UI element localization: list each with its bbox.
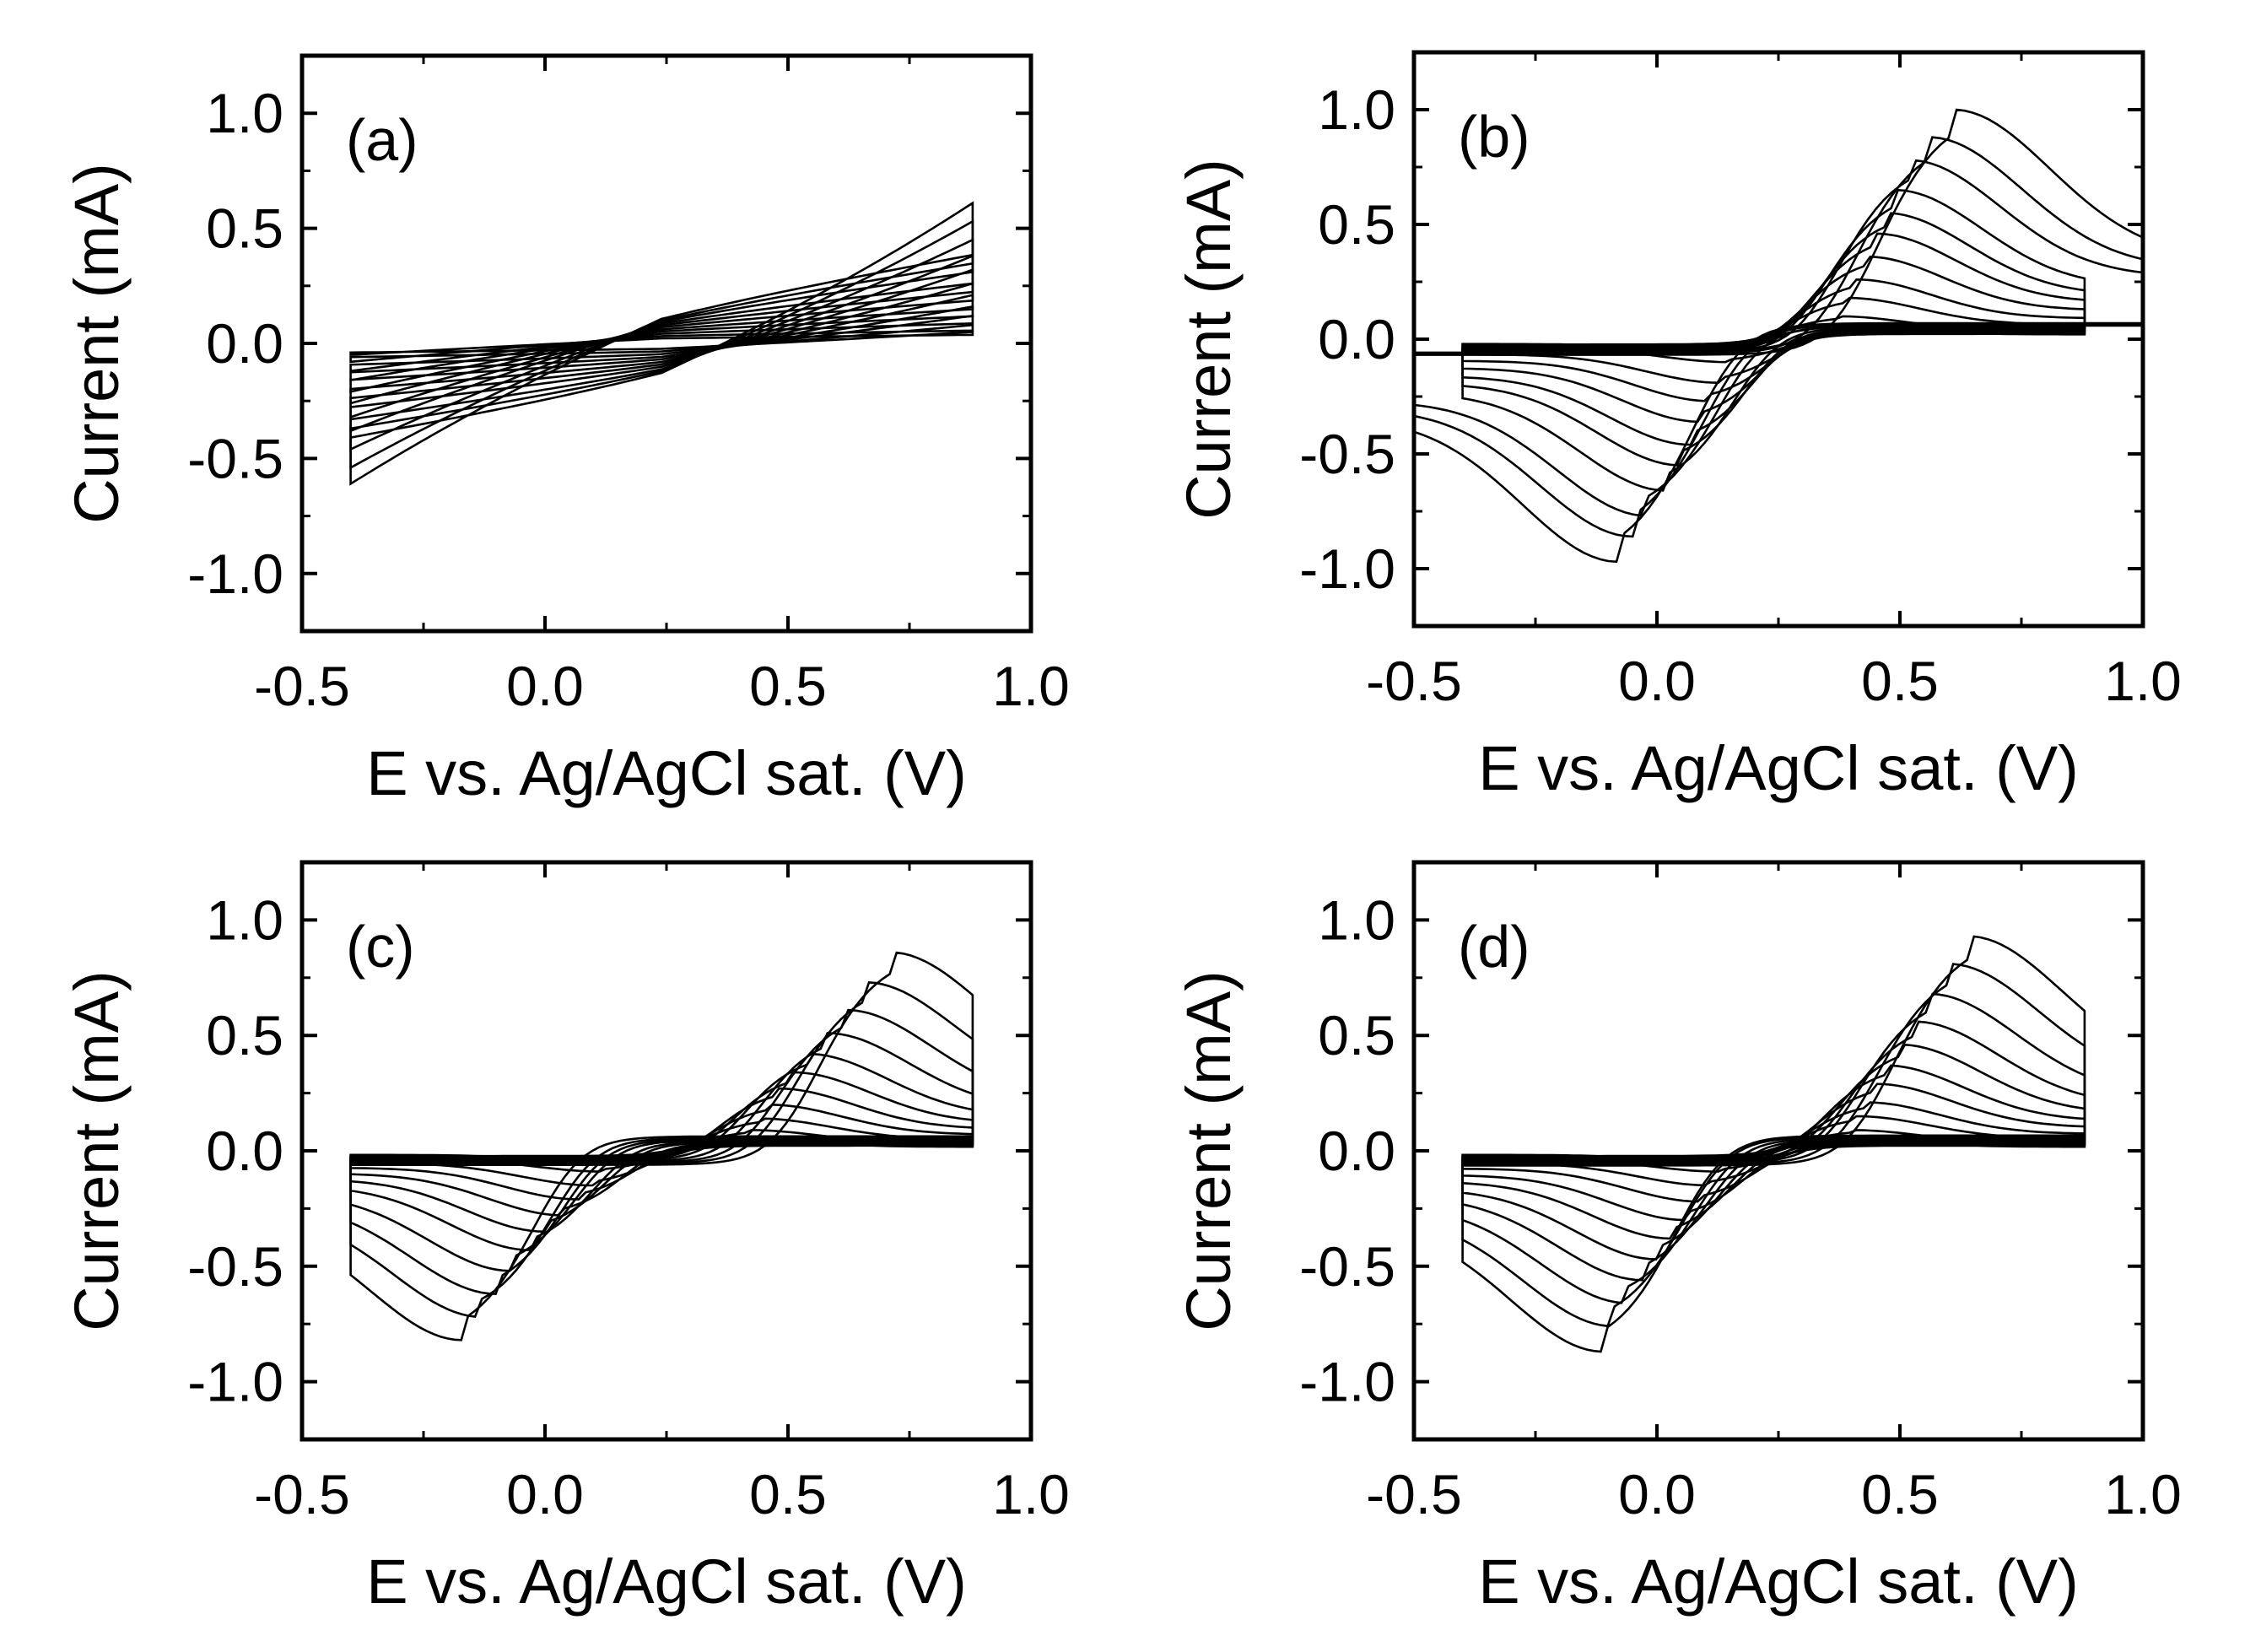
panel-d-x-tick-label: 1.0 xyxy=(2104,1463,2182,1525)
panel-a-x-tick-label: 0.5 xyxy=(749,655,827,717)
panel-b-series-11 xyxy=(1414,108,2143,564)
panel-c-label: (c) xyxy=(346,914,415,980)
panel-d-y-tick-label: -0.5 xyxy=(1299,1235,1395,1298)
panel-a-y-tick-label: 1.0 xyxy=(206,82,283,144)
panel-a-series-9 xyxy=(349,238,974,451)
panel-d-series-9 xyxy=(1461,992,2086,1304)
panel-a-y-tick-label: -1.0 xyxy=(187,543,283,605)
panel-b-x-tick-label: 1.0 xyxy=(2104,650,2182,712)
panel-b-series-5 xyxy=(1461,255,2086,424)
panel-a-y-tick-label: 0.5 xyxy=(206,197,283,260)
panel-d-x-tick-label: -0.5 xyxy=(1366,1463,1462,1525)
panel-c-x-axis-title: E vs. Ag/AgCl sat. (V) xyxy=(366,1547,966,1617)
panel-d-y-tick-label: 0.0 xyxy=(1318,1120,1395,1182)
panel-b-series-7 xyxy=(1461,212,2086,467)
panel-c-y-tick-label: 1.0 xyxy=(206,888,283,951)
panel-b-y-tick-label: 0.0 xyxy=(1318,308,1395,370)
panel-c-y-tick-label: 0.0 xyxy=(206,1120,283,1182)
panel-d-x-tick-label: 0.5 xyxy=(1861,1463,1939,1525)
panel-a-label: (a) xyxy=(346,107,418,173)
panel-b-series-10 xyxy=(1414,136,2143,538)
panel-a-y-tick-label: -0.5 xyxy=(187,427,283,489)
panel-b-y-tick-label: -0.5 xyxy=(1299,423,1395,485)
panel-d-y-tick-label: -1.0 xyxy=(1299,1351,1395,1413)
panel-c-y-axis-title: Current (mA) xyxy=(62,970,132,1331)
panel-c-x-tick-label: -0.5 xyxy=(254,1463,350,1525)
panel-b-y-axis-title: Current (mA) xyxy=(1174,159,1244,520)
panel-a-series-7 xyxy=(349,267,974,419)
panel-b-y-tick-label: 1.0 xyxy=(1318,78,1395,141)
panel-b-curves xyxy=(1414,108,2143,564)
panel-c-y-tick-label: -0.5 xyxy=(187,1235,283,1298)
panel-b: (b) E vs. Ag/AgCl sat. (V) Current (mA) … xyxy=(1174,50,2182,803)
panel-b-y-tick-label: -1.0 xyxy=(1299,537,1395,600)
panel-c-series-11 xyxy=(349,951,974,1342)
panel-a-x-tick-label: 0.0 xyxy=(506,655,584,717)
panel-c-x-tick-label: 1.0 xyxy=(992,1463,1070,1525)
panel-d-x-tick-label: 0.0 xyxy=(1618,1463,1696,1525)
panel-d-x-axis-title: E vs. Ag/AgCl sat. (V) xyxy=(1478,1547,2078,1617)
panel-c-y-tick-label: 0.5 xyxy=(206,1004,283,1066)
panel-a-series-3 xyxy=(349,314,974,373)
panel-c: (c) E vs. Ag/AgCl sat. (V) Current (mA) … xyxy=(62,860,1070,1617)
panel-a-series-10 xyxy=(349,219,974,470)
panel-c-y-tick-label: -1.0 xyxy=(187,1351,283,1413)
panel-a-curves xyxy=(349,201,974,486)
panel-b-y-tick-label: 0.5 xyxy=(1318,193,1395,256)
panel-c-x-tick-label: 0.5 xyxy=(749,1463,827,1525)
panel-d-y-tick-label: 0.5 xyxy=(1318,1004,1395,1066)
panel-a-series-11 xyxy=(349,201,974,486)
panel-a-series-4 xyxy=(349,305,974,382)
panel-b-label: (b) xyxy=(1458,104,1530,170)
panel-a-x-axis-title: E vs. Ag/AgCl sat. (V) xyxy=(366,738,966,808)
panel-d-y-axis-title: Current (mA) xyxy=(1174,970,1244,1331)
panel-a-series-8 xyxy=(349,254,974,433)
panel-a-x-tick-label: 1.0 xyxy=(992,655,1070,717)
panel-d: (d) E vs. Ag/AgCl sat. (V) Current (mA) … xyxy=(1174,860,2182,1617)
panel-a: (a) E vs. Ag/AgCl sat. (V) Current (mA) … xyxy=(62,53,1070,808)
panel-d-y-tick-label: 1.0 xyxy=(1318,888,1395,951)
panel-d-series-11 xyxy=(1461,935,2086,1353)
panel-d-curves xyxy=(1461,935,2086,1353)
panel-b-x-tick-label: 0.5 xyxy=(1861,650,1939,712)
panel-b-x-tick-label: -0.5 xyxy=(1366,650,1462,712)
panel-a-x-tick-label: -0.5 xyxy=(254,655,350,717)
panel-a-y-axis-title: Current (mA) xyxy=(62,163,132,524)
panel-c-curves xyxy=(349,951,974,1342)
panel-a-y-tick-label: 0.0 xyxy=(206,312,283,375)
panel-c-x-tick-label: 0.0 xyxy=(506,1463,584,1525)
panel-a-series-6 xyxy=(349,282,974,405)
panel-b-x-axis-title: E vs. Ag/AgCl sat. (V) xyxy=(1478,733,2078,803)
panel-d-label: (d) xyxy=(1458,914,1530,980)
panel-c-series-9 xyxy=(349,1008,974,1295)
panel-c-series-10 xyxy=(349,981,974,1319)
panel-b-x-tick-label: 0.0 xyxy=(1618,650,1696,712)
